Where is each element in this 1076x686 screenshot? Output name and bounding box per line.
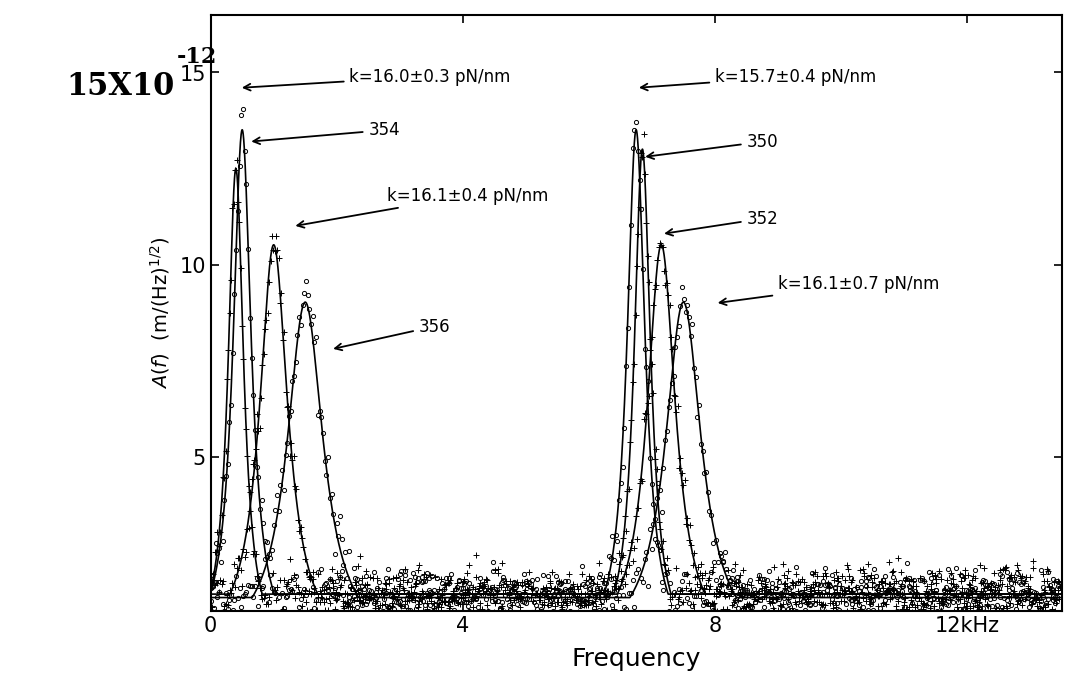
- Text: 350: 350: [647, 133, 778, 159]
- Text: k=15.7±0.4 pN/nm: k=15.7±0.4 pN/nm: [640, 67, 876, 91]
- Text: 354: 354: [253, 121, 399, 144]
- Text: k=16.0±0.3 pN/nm: k=16.0±0.3 pN/nm: [243, 67, 510, 91]
- Text: k=16.1±0.7 pN/nm: k=16.1±0.7 pN/nm: [719, 275, 939, 305]
- Text: 15X10: 15X10: [66, 71, 174, 102]
- Text: k=16.1±0.4 pN/nm: k=16.1±0.4 pN/nm: [297, 187, 549, 228]
- Text: -12: -12: [176, 46, 217, 68]
- Text: 352: 352: [666, 210, 778, 236]
- X-axis label: Frequency: Frequency: [571, 647, 700, 671]
- Text: 356: 356: [335, 318, 450, 351]
- Y-axis label: $\mathit{A(f)}$  $\mathrm{(m/(Hz)^{1/2}}$): $\mathit{A(f)}$ $\mathrm{(m/(Hz)^{1/2}}$…: [148, 237, 172, 389]
